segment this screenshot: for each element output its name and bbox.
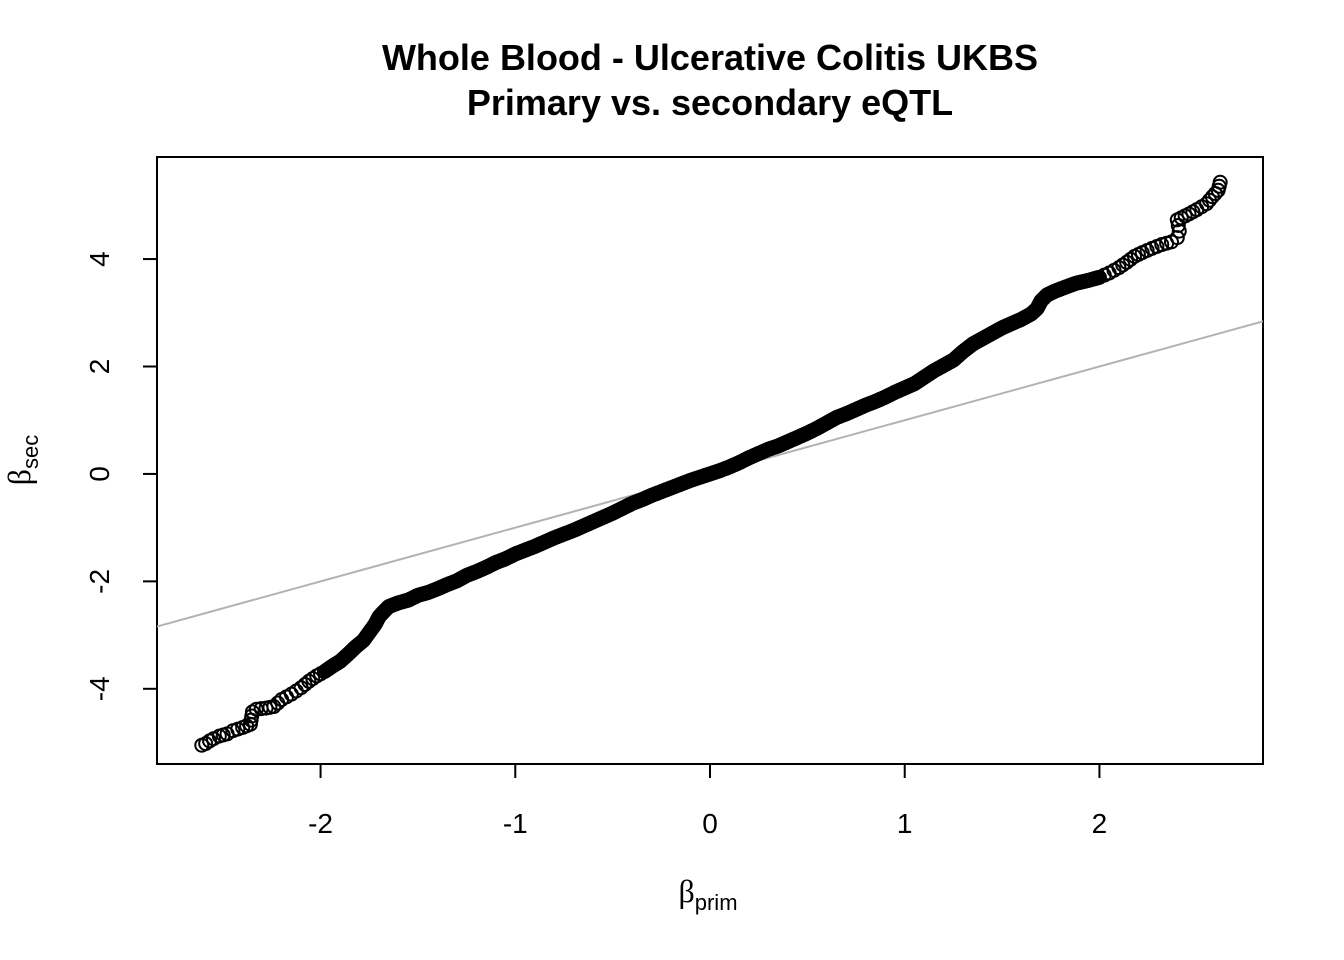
data-point [305,671,321,687]
chart-subtitle: Primary vs. secondary eQTL [467,82,953,123]
data-point [1123,251,1139,267]
x-tick-label: 2 [1092,808,1108,839]
x-axis-label: βprim [678,873,737,915]
y-tick-label: -2 [84,569,115,594]
data-point [244,704,260,720]
y-tick-label: 4 [84,251,115,267]
y-tick-label: -4 [84,676,115,701]
x-tick-label: 1 [897,808,913,839]
chart-title: Whole Blood - Ulcerative Colitis UKBS [382,37,1038,78]
data-points [194,174,1228,753]
y-axis-label: βsec [1,435,43,486]
y-tick-label: 0 [84,466,115,482]
x-axis: -2 -1 0 1 2 [308,763,1108,839]
y-axis: -4 -2 0 2 4 [84,251,158,701]
data-point [1212,174,1228,190]
data-point [198,736,214,752]
x-tick-label: 0 [702,808,718,839]
x-tick-label: -1 [503,808,528,839]
y-tick-label: 2 [84,359,115,375]
x-tick-label: -2 [308,808,333,839]
plot-area [157,174,1263,753]
